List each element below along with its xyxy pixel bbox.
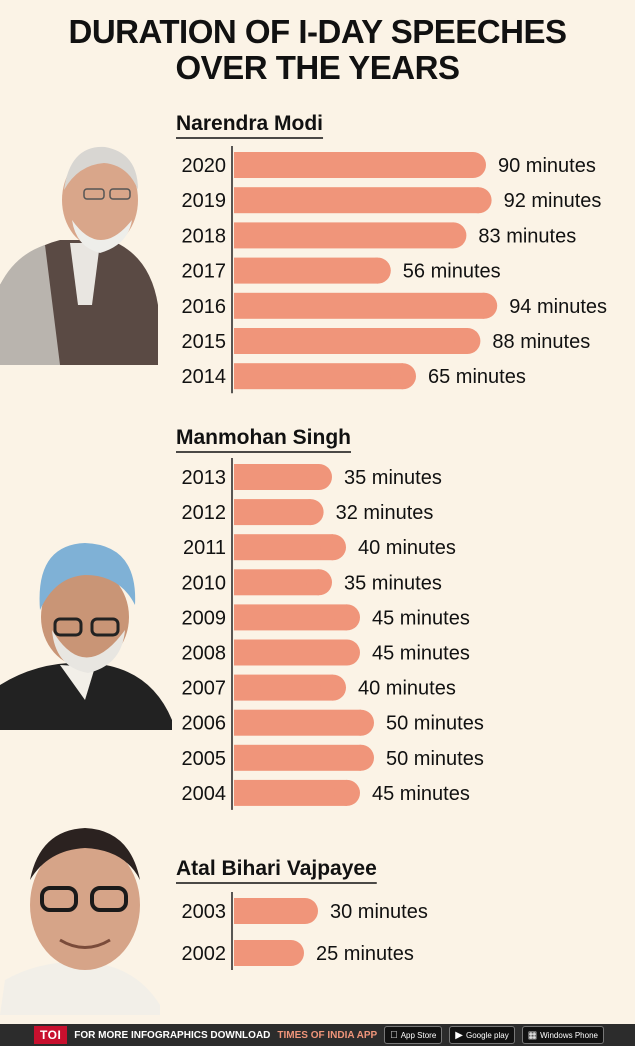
bar-end [440, 222, 467, 249]
bar [234, 604, 347, 631]
bar-end [465, 187, 492, 214]
year-label: 2019 [182, 190, 227, 212]
bar-end [364, 257, 391, 284]
bar [234, 257, 378, 284]
bar-end [454, 328, 481, 354]
bar-end [390, 363, 416, 390]
footer-bar: TOI FOR MORE INFOGRAPHICS DOWNLOAD TIMES… [0, 1024, 635, 1046]
windows-phone-badge[interactable]: ▦ Windows Phone [520, 1026, 604, 1044]
bar-end [320, 534, 346, 561]
year-label: 2010 [182, 572, 227, 594]
year-label: 2006 [182, 713, 227, 735]
year-label: 2018 [182, 225, 227, 247]
footer-text: FOR MORE INFOGRAPHICS DOWNLOAD [74, 1029, 271, 1041]
value-label: 32 minutes [336, 502, 434, 524]
narendra-modi-portrait [0, 146, 158, 365]
chart-title: DURATION OF I-DAY SPEECHES OVER THE YEAR… [0, 14, 635, 86]
section-name: Manmohan Singh [176, 426, 351, 449]
value-label: 50 minutes [386, 713, 484, 735]
bar [234, 744, 361, 771]
bar-end [306, 464, 332, 490]
bar-end [292, 898, 318, 924]
chart-svg: Narendra Modi 2020 90 minutes 2019 92 minute… [176, 112, 607, 970]
year-label: 2020 [182, 155, 227, 177]
google-play-badge[interactable]: ▶ Google play [447, 1026, 515, 1044]
bar-end [320, 674, 346, 701]
bar [234, 674, 333, 701]
bar [234, 292, 485, 319]
bar-end [348, 744, 374, 771]
value-label: 45 minutes [372, 783, 470, 805]
bar-end [334, 604, 360, 631]
google-play-label: Google play [458, 1030, 509, 1040]
value-label: 45 minutes [372, 607, 470, 629]
bar-end [348, 709, 374, 736]
bar-end [278, 940, 304, 966]
year-label: 2017 [182, 261, 227, 283]
bar [234, 363, 403, 390]
windows-icon: ▦ [520, 1029, 537, 1041]
atal-bihari-vajpayee-portrait [0, 828, 160, 1015]
bar [234, 779, 347, 806]
footer-app-name[interactable]: TIMES OF INDIA APP [277, 1029, 378, 1041]
value-label: 40 minutes [358, 678, 456, 700]
chart-title-line2: OVER THE YEARS [175, 49, 460, 86]
bar [234, 222, 454, 249]
value-label: 35 minutes [344, 467, 442, 489]
value-label: 94 minutes [509, 296, 607, 318]
toi-logo: TOI [34, 1026, 68, 1044]
year-label: 2002 [182, 943, 227, 965]
year-label: 2014 [182, 366, 227, 388]
manmohan-singh-portrait [0, 543, 172, 730]
chart-title-line1: DURATION OF I-DAY SPEECHES [68, 13, 567, 50]
bar [234, 639, 347, 666]
value-label: 40 minutes [358, 537, 456, 559]
year-label: 2011 [183, 537, 226, 559]
value-label: 30 minutes [330, 901, 428, 923]
year-label: 2003 [182, 901, 227, 923]
value-label: 88 minutes [492, 331, 590, 353]
bar [234, 569, 319, 596]
bar-end [471, 292, 498, 319]
bar-end [297, 499, 324, 526]
windows-phone-label: Windows Phone [532, 1030, 598, 1040]
bar-end [334, 639, 360, 666]
value-label: 35 minutes [344, 572, 442, 594]
bar [234, 187, 479, 214]
app-store-label: App Store [393, 1030, 437, 1040]
bar [234, 328, 468, 354]
bar-end [306, 569, 332, 596]
bar-end [334, 779, 360, 806]
bar [234, 709, 361, 736]
play-icon: ▶ [447, 1029, 463, 1041]
bar [234, 464, 319, 490]
year-label: 2013 [182, 467, 227, 489]
year-label: 2008 [182, 643, 227, 665]
value-label: 90 minutes [498, 155, 596, 177]
value-label: 50 minutes [386, 748, 484, 770]
bar-end [460, 152, 486, 178]
value-label: 56 minutes [403, 261, 501, 283]
section-name: Narendra Modi [176, 112, 323, 135]
value-label: 25 minutes [316, 943, 414, 965]
bar [234, 534, 333, 561]
app-store-badge[interactable]:  App Store [384, 1026, 443, 1044]
year-label: 2004 [182, 783, 227, 805]
section-name: Atal Bihari Vajpayee [176, 857, 377, 880]
year-label: 2007 [182, 678, 227, 700]
apple-icon:  [390, 1030, 398, 1041]
value-label: 65 minutes [428, 366, 526, 388]
year-label: 2016 [182, 296, 227, 318]
year-label: 2005 [182, 748, 227, 770]
bar [234, 152, 473, 178]
year-label: 2009 [182, 607, 227, 629]
value-label: 45 minutes [372, 643, 470, 665]
year-label: 2015 [182, 331, 227, 353]
year-label: 2012 [182, 502, 227, 524]
value-label: 83 minutes [478, 225, 576, 247]
value-label: 92 minutes [504, 190, 602, 212]
